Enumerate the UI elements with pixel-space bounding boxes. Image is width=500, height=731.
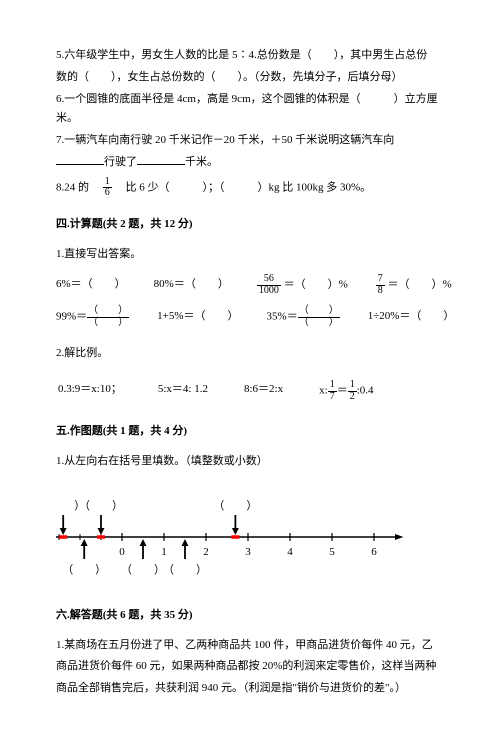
- svg-text:（ ）: （ ）: [213, 499, 257, 512]
- section-4-title: 四.计算题(共 2 题，共 12 分): [56, 215, 450, 235]
- svg-text:3: 3: [245, 546, 251, 558]
- calc-4: 7 8 ＝（ ）%: [376, 274, 452, 296]
- section-5-title: 五.作图题(共 1 题，共 4 分): [56, 422, 450, 442]
- sec4-sub1: 1.直接写出答案。: [56, 245, 450, 265]
- sec5-sub1: 1.从左向右在括号里填数。（填整数或小数）: [56, 452, 450, 472]
- question-5-line2: 数的（ ），女生占总份数的（ ）。（分数，先填分子，后填分母）: [56, 68, 450, 88]
- brac-frac-2: （ ）（ ）: [298, 306, 340, 328]
- svg-text:6: 6: [371, 546, 377, 558]
- question-6: 6.一个圆锥的底面半径是 4cm，高是 9cm，这个圆锥的体积是（ ）立方厘米。: [56, 90, 450, 130]
- fraction-7-8: 7 8: [376, 274, 385, 296]
- calc-1: 6%＝（ ）: [56, 275, 126, 295]
- calc-3: 56 1000 ＝（ ）%: [257, 274, 348, 296]
- svg-text:4: 4: [287, 546, 293, 558]
- svg-text:（ ）: （ ）: [163, 563, 207, 576]
- question-5-line1: 5.六年级学生中，男女生人数的比是 5∶4.总份数是（ ），其中男生占总份: [56, 46, 450, 66]
- calc-4-rest: ＝（ ）%: [388, 279, 452, 291]
- brac-frac-1: （ ）（ ）: [87, 306, 129, 328]
- calc-3-rest: ＝（ ）%: [284, 279, 348, 291]
- svg-text:2: 2: [203, 546, 209, 558]
- calc-row-1: 6%＝（ ） 80%＝（ ） 56 1000 ＝（ ）% 7 8 ＝（ ）%: [56, 274, 450, 296]
- sec6-q1-l2: 商品进货价每件 60 元，如果两种商品都按 20%的利润来定零售价，这样当两种: [56, 657, 450, 677]
- r4-post: :0.4: [357, 385, 374, 397]
- frac-1-2: 12: [348, 380, 357, 402]
- ratio-row: 0.3:9＝x:10； 5:x＝4: 1.2 8:6＝2:x x:17＝12:0…: [58, 380, 450, 402]
- blank-direction: [56, 154, 104, 165]
- calc-7-lhs: 35%＝: [267, 311, 298, 323]
- calc-7: 35%＝（ ）（ ）: [267, 306, 340, 328]
- fraction-1-6: 1 6: [103, 177, 112, 199]
- ratio-2: 5:x＝4: 1.2: [158, 380, 208, 402]
- calc-5: 99%＝（ ）（ ）: [56, 306, 129, 328]
- svg-text:（ ）: （ ）: [121, 563, 165, 576]
- ratio-3: 8:6＝2:x: [244, 380, 283, 402]
- svg-text:1: 1: [161, 546, 167, 558]
- calc-row-2: 99%＝（ ）（ ） 1+5%＝（ ） 35%＝（ ）（ ） 1÷20%＝（ ）: [56, 306, 450, 328]
- section-6-title: 六.解答题(共 6 题，共 35 分): [56, 606, 450, 626]
- calc-6: 1+5%＝（ ）: [157, 307, 238, 327]
- calc-8: 1÷20%＝（ ）: [368, 307, 455, 327]
- sec6-q1-l1: 1.某商场在五月份进了甲、乙两种商品共 100 件，甲商品进货价每件 40 元，…: [56, 636, 450, 656]
- blank-km: [137, 154, 185, 165]
- question-8: 8.24 的 1 6 比 6 少（ ）；（ ）kg 比 100kg 多 30%。: [56, 177, 450, 199]
- number-line: 0123456（ ）（ ）（ ）（ ）（ ）（ ）: [56, 482, 436, 592]
- text-drove: 行驶了: [104, 156, 137, 168]
- q8-prefix: 8.24 的: [56, 181, 100, 193]
- question-7-line1: 7.一辆汽车向南行驶 20 千米记作－20 千米，＋50 千米说明这辆汽车向: [56, 131, 450, 151]
- sec4-sub2: 2.解比例。: [56, 344, 450, 364]
- svg-text:5: 5: [329, 546, 335, 558]
- r4-mid: ＝: [337, 385, 348, 397]
- frac-den: 6: [103, 188, 112, 199]
- svg-text:（ ）: （ ）: [62, 563, 106, 576]
- svg-text:（ ）: （ ）: [79, 499, 123, 512]
- q8-rest: 比 6 少（ ）；（ ）kg 比 100kg 多 30%。: [115, 181, 372, 193]
- ratio-1: 0.3:9＝x:10；: [58, 380, 122, 402]
- question-7-line2: 行驶了 千米。: [56, 153, 450, 173]
- fraction-56-1000: 56 1000: [257, 274, 281, 296]
- frac-den: 1000: [257, 286, 281, 297]
- r4-pre: x:: [319, 385, 328, 397]
- ratio-4: x:17＝12:0.4: [319, 380, 373, 402]
- calc-5-lhs: 99%＝: [56, 311, 87, 323]
- svg-text:0: 0: [119, 546, 125, 558]
- sec6-q1-l3: 商品全部销售完后，共获利润 940 元。（利润是指"销价与进货价的差"。）: [56, 679, 450, 699]
- frac-den: 8: [376, 286, 385, 297]
- frac-1-7: 17: [328, 380, 337, 402]
- calc-2: 80%＝（ ）: [154, 275, 229, 295]
- text-km: 千米。: [185, 156, 218, 168]
